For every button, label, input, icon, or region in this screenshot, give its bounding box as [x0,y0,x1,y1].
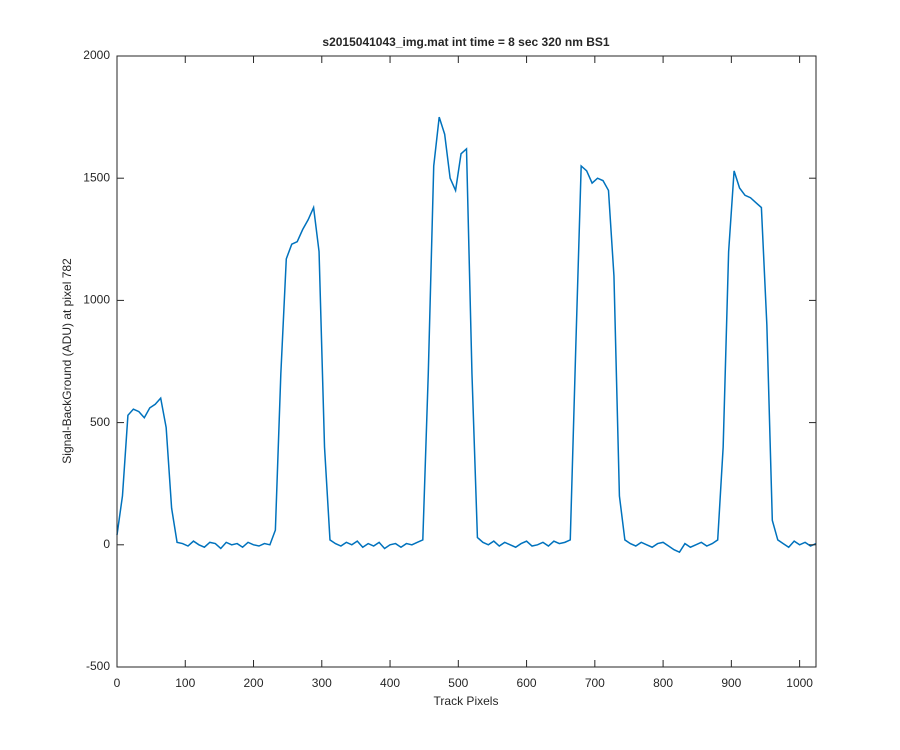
y-tick-label: 1000 [83,293,110,307]
x-tick-label: 500 [448,676,468,690]
x-tick-label: 700 [585,676,605,690]
x-tick-label: 600 [517,676,537,690]
x-tick-label: 300 [312,676,332,690]
axes-box [116,55,817,668]
x-tick-label: 200 [244,676,264,690]
y-tick-label: 500 [90,415,110,429]
y-tick-label: 0 [103,537,110,551]
data-line [116,116,817,554]
chart-title: s2015041043_img.mat int time = 8 sec 320… [322,35,609,49]
y-axis-label: Signal-BackGround (ADU) at pixel 782 [60,258,74,464]
x-tick-label: 1000 [786,676,813,690]
y-tick-label: 1500 [83,170,110,184]
y-tick-label: -500 [86,659,110,673]
x-tick-label: 100 [175,676,195,690]
x-tick-label: 400 [380,676,400,690]
x-axis-label: Track Pixels [434,694,499,708]
y-tick-label: 2000 [83,48,110,62]
x-tick-label: 800 [653,676,673,690]
x-tick-label: 900 [721,676,741,690]
x-tick-label: 0 [114,676,121,690]
